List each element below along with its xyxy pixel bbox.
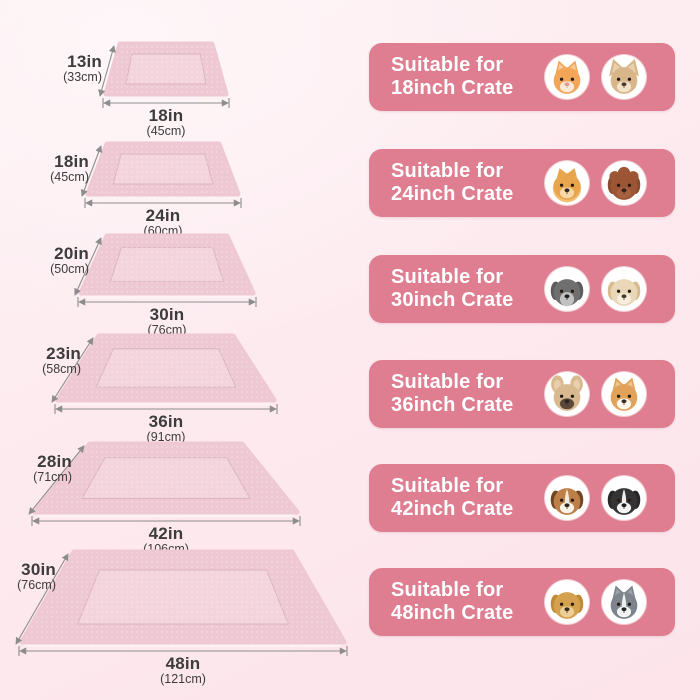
golden-retriever-photo: [545, 580, 589, 624]
beagle-icon: [550, 488, 584, 515]
husky-photo: [602, 580, 646, 624]
corgi-icon: [610, 377, 638, 411]
badge-42inch-crate: Suitable for 42inch Crate: [369, 464, 675, 532]
mat-texture: [35, 444, 297, 512]
mat-side-length-label: 18in: [54, 152, 89, 171]
mat-side-length-cm: (50cm): [50, 262, 89, 276]
mats-column: 13in (33cm) 18in (45cm) 18in (45cm) 24in…: [15, 41, 348, 686]
mat-42in: 28in (71cm) 42in (106cm): [28, 441, 301, 556]
mat-side-length-cm: (71cm): [33, 470, 72, 484]
husky-icon: [610, 585, 638, 619]
french-bulldog-icon: [551, 375, 583, 411]
mat-side-length-label: 20in: [54, 244, 89, 263]
side-dimension-arrow: [28, 445, 85, 515]
badge-line1: Suitable for: [391, 160, 504, 182]
mat-side-length-label: 23in: [46, 344, 81, 363]
badge-line1: Suitable for: [391, 54, 504, 76]
mat-width-label: 42in: [149, 524, 184, 543]
golden-retriever-icon: [550, 592, 584, 619]
side-dimension-arrow: [74, 237, 102, 296]
badge-line1: Suitable for: [391, 475, 504, 497]
badge-18inch-crate: Suitable for 18inch Crate: [369, 43, 675, 111]
badge-line1: Suitable for: [391, 371, 504, 393]
mat-side-length-label: 28in: [37, 452, 72, 471]
chihuahua-icon: [609, 58, 639, 94]
french-bulldog-photo: [545, 372, 589, 416]
mat-width-cm: (91cm): [147, 430, 186, 444]
beagle-photo: [545, 476, 589, 520]
badge-text: Suitable for 48inch Crate: [391, 579, 513, 625]
badge-line2: 42inch Crate: [391, 498, 514, 520]
badge-line1: Suitable for: [391, 266, 504, 288]
mat-width-label: 48in: [166, 654, 201, 673]
badge-48inch-crate: Suitable for 48inch Crate: [369, 568, 675, 636]
cream-puppy-photo: [602, 267, 646, 311]
mat-36in: 23in (58cm) 36in (91cm): [42, 333, 278, 444]
mat-texture: [58, 336, 274, 400]
badge-line2: 30inch Crate: [391, 289, 514, 311]
mat-width-label: 24in: [146, 206, 181, 225]
mat-width-label: 36in: [149, 412, 184, 431]
badge-text: Suitable for 30inch Crate: [391, 266, 513, 312]
mat-side-length-cm: (45cm): [50, 170, 89, 184]
badge-text: Suitable for 24inch Crate: [391, 160, 513, 206]
mat-side-length-label: 13in: [67, 52, 102, 71]
mat-24in: 18in (45cm) 24in (60cm): [50, 141, 242, 238]
mat-width-label: 30in: [150, 305, 185, 324]
badge-text: Suitable for 36inch Crate: [391, 371, 513, 417]
badge-line2: 48inch Crate: [391, 602, 514, 624]
kitten-photo: [545, 55, 589, 99]
mat-side-length-cm: (58cm): [42, 362, 81, 376]
mat-48in: 30in (76cm) 48in (121cm): [15, 549, 348, 686]
cream-puppy-icon: [607, 279, 641, 306]
kitten-icon: [553, 60, 581, 94]
mat-side-length-label: 30in: [21, 560, 56, 579]
badge-36inch-crate: Suitable for 36inch Crate: [369, 360, 675, 428]
mat-width-cm: (121cm): [160, 672, 206, 686]
mat-side-length-cm: (33cm): [63, 70, 102, 84]
mat-texture: [22, 552, 344, 642]
pomeranian-photo: [545, 161, 589, 205]
mat-width-label: 18in: [149, 106, 184, 125]
schnauzer-icon: [550, 279, 584, 307]
mats-diagram: 13in (33cm) 18in (45cm) 18in (45cm) 24in…: [15, 41, 348, 686]
border-collie-icon: [607, 488, 641, 515]
side-dimension-arrow: [51, 337, 94, 403]
badge-line2: 24inch Crate: [391, 183, 514, 205]
mat-18in: 13in (33cm) 18in (45cm): [63, 41, 230, 138]
border-collie-photo: [602, 476, 646, 520]
badge-24inch-crate: Suitable for 24inch Crate: [369, 149, 675, 217]
side-dimension-arrow: [80, 145, 103, 197]
badge-30inch-crate: Suitable for 30inch Crate: [369, 255, 675, 323]
toy-poodle-photo: [602, 161, 646, 205]
corgi-photo: [602, 372, 646, 416]
mat-texture: [88, 144, 238, 194]
side-dimension-arrow: [98, 45, 116, 97]
mat-texture: [81, 236, 253, 293]
badge-line1: Suitable for: [391, 579, 504, 601]
mat-width-cm: (45cm): [147, 124, 186, 138]
toy-poodle-icon: [607, 166, 641, 200]
chihuahua-photo: [602, 55, 646, 99]
mat-texture: [106, 44, 226, 94]
badge-text: Suitable for 18inch Crate: [391, 54, 513, 100]
badge-line2: 36inch Crate: [391, 394, 514, 416]
mat-side-length-cm: (76cm): [17, 578, 56, 592]
pomeranian-icon: [552, 168, 582, 203]
side-dimension-arrow: [15, 553, 69, 645]
mat-30in: 20in (50cm) 30in (76cm): [50, 233, 257, 337]
badge-text: Suitable for 42inch Crate: [391, 475, 513, 521]
badge-line2: 18inch Crate: [391, 77, 514, 99]
schnauzer-photo: [545, 267, 589, 311]
